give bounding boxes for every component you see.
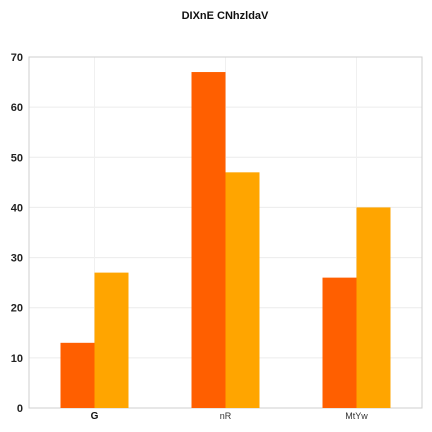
bar-series-1-nR [191,72,226,409]
bar-series-2-MtYw [356,207,391,408]
y-tick-label: 40 [11,202,23,214]
bar-series-1-MtYw [322,277,357,408]
x-tick-label: G [91,411,99,422]
y-tick-label: 30 [11,253,23,265]
y-tick-label: 10 [11,353,23,365]
bar-series-1-G [60,342,95,408]
x-tick-label: MtYw [345,411,368,421]
y-tick-label: 20 [11,303,23,315]
x-tick-label: nR [220,411,232,421]
chart-title: DIXnE CNhzldaV [182,10,269,22]
bar-series-2-nR [225,172,260,408]
y-tick-label: 0 [17,403,23,415]
y-tick-label: 50 [11,152,23,164]
bars-group [60,72,391,409]
y-tick-label: 70 [11,52,23,64]
y-tick-label: 60 [11,102,23,114]
y-axis: 0 10 20 30 40 50 60 70 [11,52,23,415]
bar-series-2-G [94,272,129,408]
